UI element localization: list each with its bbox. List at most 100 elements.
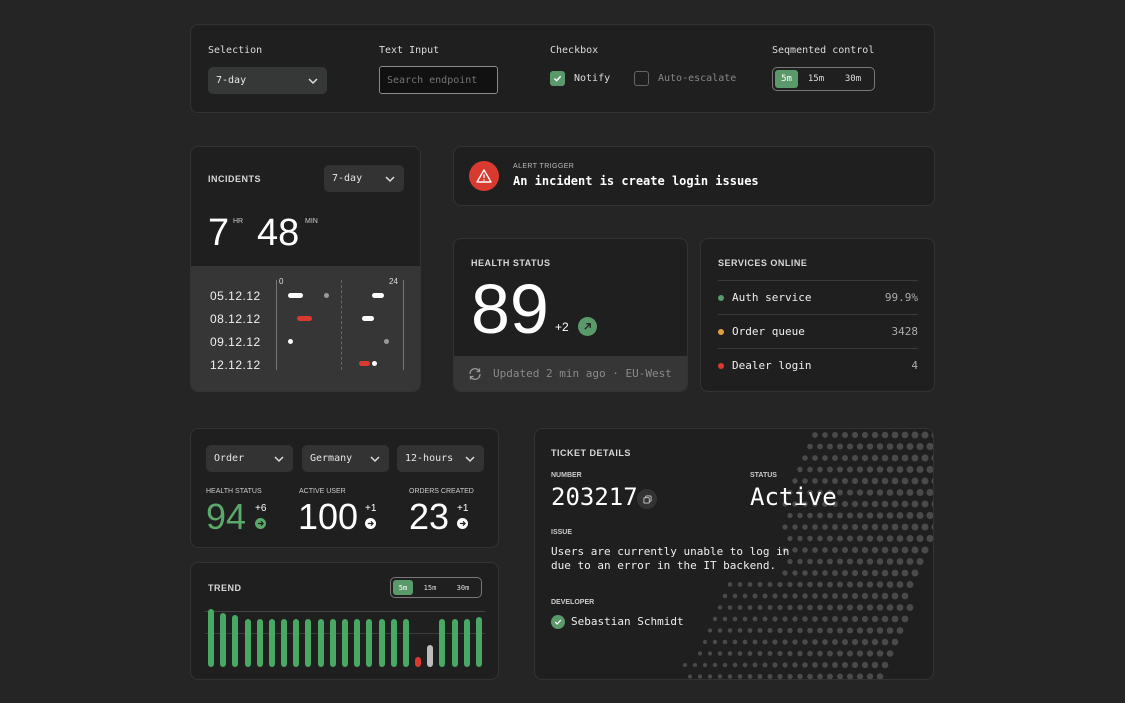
pattern-dot [787,604,793,611]
pattern-dot [871,454,879,462]
ticket-status: Active [750,483,837,511]
pattern-dot [752,593,758,599]
pattern-dot [702,639,708,645]
pattern-dot [921,546,929,554]
status-dot [718,294,724,301]
pattern-dot [837,489,843,496]
pattern-dot [807,604,813,611]
status-dot [718,362,724,369]
pattern-dot [881,431,889,439]
pattern-dot [832,639,838,645]
search-endpoint-input[interactable] [379,66,498,94]
filter-value: Germany [310,453,353,464]
pattern-dot [782,639,788,645]
trend-bar [464,619,470,667]
filter-timeframe-dropdown[interactable]: 12-hours [397,445,484,472]
pattern-dot [891,477,899,485]
pattern-dot [906,466,914,473]
segment-5m[interactable]: 5m [393,580,413,595]
pattern-dot [871,477,879,485]
pattern-dot [812,662,818,668]
pattern-dot [767,627,773,634]
pattern-dot [827,512,833,519]
pattern-dot [871,546,879,554]
selection-value: 7-day [216,75,247,86]
filter-order-dropdown[interactable]: Order [206,445,293,472]
pattern-dot [886,512,894,519]
trend-bar [220,613,226,667]
pattern-dot [906,581,914,588]
pattern-dot [747,674,753,679]
pattern-dot [777,673,783,679]
metric-label: ORDERS CREATED [409,488,474,495]
pattern-dot [911,523,919,531]
copy-icon[interactable] [637,489,657,509]
auto-escalate-checkbox[interactable] [634,71,649,86]
pattern-dot [856,604,864,611]
health-value: 89 [471,270,549,348]
refresh-icon[interactable] [467,366,483,382]
pattern-dot [822,524,828,530]
pattern-dot [846,512,854,519]
segment-15m[interactable]: 15m [423,583,437,592]
pattern-dot [792,501,798,507]
incidents-title: INCIDENTS [208,174,262,184]
pattern-dot [782,570,788,576]
segment-30m[interactable]: 30m [844,74,862,84]
pattern-dot [772,662,778,668]
segment-30m[interactable]: 30m [456,583,470,592]
pattern-dot [792,524,798,530]
minutes-unit: MIN [305,218,318,225]
pattern-dot [841,592,849,600]
pattern-dot [717,605,723,610]
pattern-dot [931,478,933,484]
health-updated-text: Updated 2 min ago · EU-West [493,367,672,380]
pattern-dot [926,511,933,520]
pattern-dot [861,661,869,669]
pattern-dot [792,570,798,576]
pattern-dot [876,512,884,519]
pattern-dot [916,512,924,519]
pattern-dot [851,615,859,623]
pattern-dot [712,639,718,645]
pattern-dot [866,604,874,611]
notify-label: Notify [574,73,611,84]
pattern-dot [807,535,813,542]
pattern-dot [861,500,869,508]
pattern-dot [757,674,763,679]
pattern-dot [851,569,859,577]
pattern-dot [767,650,773,657]
pattern-dot [891,523,899,531]
pattern-dot [881,500,889,508]
trend-bar [452,619,458,667]
pattern-dot [797,627,803,634]
pattern-dot [881,477,889,485]
pattern-dot [757,582,763,587]
pattern-dot [841,615,849,623]
service-value: 4 [911,359,918,372]
ticket-number-label: NUMBER [551,472,582,479]
pattern-dot [702,662,708,668]
incidents-period-dropdown[interactable]: 7-day [324,165,404,192]
pattern-dot [762,639,768,645]
segment-15m[interactable]: 15m [807,74,825,84]
segment-5m[interactable]: 5m [775,70,798,88]
pattern-dot [871,661,879,669]
pattern-dot [901,523,909,531]
pattern-dot [792,616,798,622]
pattern-dot [856,673,864,679]
chevron-down-icon [308,77,318,84]
filter-country-dropdown[interactable]: Germany [302,445,389,472]
selection-title: Selection [208,45,263,56]
pattern-dot [916,443,924,450]
incident-marker [372,293,384,298]
notify-checkbox[interactable] [550,71,565,86]
axis-end-label: 24 [389,277,398,286]
pattern-dot [861,431,869,439]
pattern-dot [837,604,843,611]
pattern-dot [817,512,823,519]
pattern-dot [832,455,838,461]
pattern-dot [817,673,823,679]
selection-dropdown[interactable]: 7-day [208,67,327,94]
pattern-dot [886,443,894,450]
